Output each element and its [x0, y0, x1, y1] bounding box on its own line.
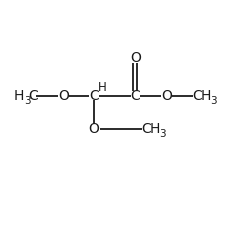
- Text: 3: 3: [210, 96, 216, 106]
- Text: C: C: [141, 121, 151, 136]
- Text: H: H: [200, 89, 211, 103]
- Text: 3: 3: [159, 129, 166, 139]
- Text: C: C: [130, 89, 140, 103]
- Text: H: H: [149, 121, 160, 136]
- Text: C: C: [28, 89, 38, 103]
- Text: H: H: [14, 89, 24, 103]
- Text: O: O: [161, 89, 172, 103]
- Text: O: O: [89, 121, 100, 136]
- Text: 3: 3: [24, 96, 31, 106]
- Text: O: O: [59, 89, 69, 103]
- Text: H: H: [98, 81, 106, 94]
- Text: O: O: [130, 51, 141, 65]
- Text: C: C: [89, 89, 99, 103]
- Text: C: C: [192, 89, 202, 103]
